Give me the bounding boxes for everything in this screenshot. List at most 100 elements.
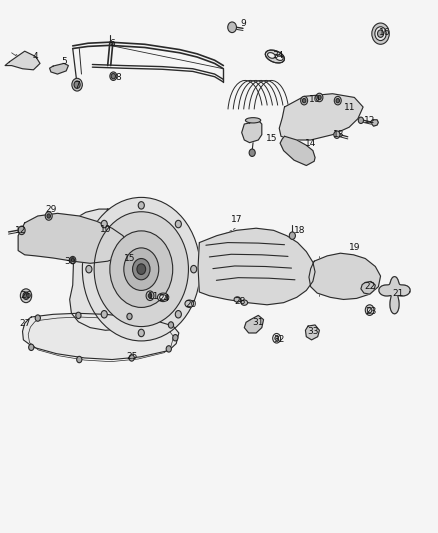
Text: 14: 14 (305, 139, 316, 148)
Circle shape (101, 311, 107, 318)
Polygon shape (198, 228, 315, 305)
Polygon shape (244, 316, 264, 333)
Text: 4: 4 (33, 52, 39, 61)
Circle shape (110, 72, 117, 80)
Polygon shape (361, 281, 375, 294)
Text: 9: 9 (240, 19, 246, 28)
Circle shape (289, 232, 295, 239)
Ellipse shape (185, 300, 194, 308)
Text: 28: 28 (234, 296, 246, 305)
Circle shape (35, 315, 40, 321)
Ellipse shape (234, 297, 240, 302)
Circle shape (318, 95, 321, 100)
Ellipse shape (159, 295, 166, 300)
Text: 7: 7 (74, 81, 80, 90)
Circle shape (191, 265, 197, 273)
Circle shape (45, 212, 52, 220)
Text: 24: 24 (159, 294, 170, 303)
Text: 10: 10 (100, 225, 111, 234)
Polygon shape (5, 51, 40, 70)
Circle shape (175, 220, 181, 228)
Text: 11: 11 (148, 292, 159, 301)
Text: 34: 34 (272, 52, 284, 60)
Circle shape (127, 313, 132, 320)
Text: 6: 6 (109, 39, 115, 48)
Circle shape (148, 294, 152, 298)
Ellipse shape (276, 55, 283, 60)
Text: 20: 20 (185, 300, 196, 309)
Circle shape (302, 99, 306, 103)
Text: 16: 16 (379, 28, 391, 37)
Circle shape (76, 312, 81, 319)
Text: 26: 26 (20, 291, 32, 300)
Text: 31: 31 (253, 318, 264, 327)
Circle shape (358, 117, 364, 124)
Polygon shape (305, 325, 319, 340)
Text: 8: 8 (116, 73, 121, 82)
Ellipse shape (268, 53, 275, 58)
Ellipse shape (265, 50, 284, 63)
Circle shape (175, 311, 181, 318)
Circle shape (23, 292, 29, 300)
Text: 10: 10 (309, 94, 321, 103)
Circle shape (110, 231, 173, 308)
Text: 12: 12 (14, 226, 26, 235)
Polygon shape (309, 253, 381, 300)
Text: 18: 18 (294, 226, 306, 235)
Circle shape (111, 74, 116, 79)
Text: 12: 12 (364, 116, 375, 125)
Text: 29: 29 (45, 205, 57, 214)
Circle shape (74, 81, 80, 88)
Polygon shape (18, 213, 127, 263)
Text: 15: 15 (124, 254, 135, 263)
Text: 32: 32 (274, 335, 285, 344)
Circle shape (82, 197, 200, 341)
Circle shape (367, 308, 372, 313)
Ellipse shape (157, 293, 169, 302)
Circle shape (86, 265, 92, 273)
Text: 15: 15 (265, 134, 277, 143)
Circle shape (173, 335, 178, 341)
Polygon shape (242, 120, 262, 143)
Circle shape (138, 329, 145, 337)
Circle shape (375, 27, 386, 41)
Circle shape (18, 226, 25, 235)
Circle shape (146, 291, 154, 301)
Ellipse shape (241, 300, 247, 305)
Ellipse shape (245, 118, 261, 123)
Circle shape (137, 264, 146, 274)
Polygon shape (372, 120, 378, 126)
Circle shape (228, 22, 237, 33)
Circle shape (101, 220, 107, 228)
Circle shape (166, 346, 171, 352)
Circle shape (334, 131, 340, 139)
Circle shape (94, 212, 188, 327)
Circle shape (129, 355, 134, 361)
Text: 13: 13 (333, 130, 345, 139)
Circle shape (71, 259, 74, 262)
Text: 19: 19 (349, 244, 360, 253)
Text: 11: 11 (344, 102, 356, 111)
Text: 5: 5 (61, 58, 67, 66)
Polygon shape (280, 136, 315, 165)
Text: 25: 25 (126, 352, 138, 361)
Polygon shape (49, 63, 68, 74)
Circle shape (336, 99, 339, 103)
Polygon shape (379, 277, 410, 314)
Text: 33: 33 (307, 327, 318, 336)
Circle shape (378, 30, 384, 37)
Text: 23: 23 (365, 307, 377, 316)
Circle shape (72, 78, 82, 91)
Circle shape (372, 23, 389, 44)
Text: 21: 21 (392, 288, 404, 297)
Circle shape (275, 336, 279, 341)
Text: 27: 27 (19, 319, 30, 328)
Text: 17: 17 (231, 215, 242, 224)
Text: 30: 30 (64, 257, 75, 265)
Circle shape (316, 93, 323, 102)
Circle shape (334, 96, 341, 105)
Text: 22: 22 (364, 282, 375, 291)
Circle shape (300, 96, 307, 105)
Polygon shape (279, 94, 363, 140)
Circle shape (124, 248, 159, 290)
